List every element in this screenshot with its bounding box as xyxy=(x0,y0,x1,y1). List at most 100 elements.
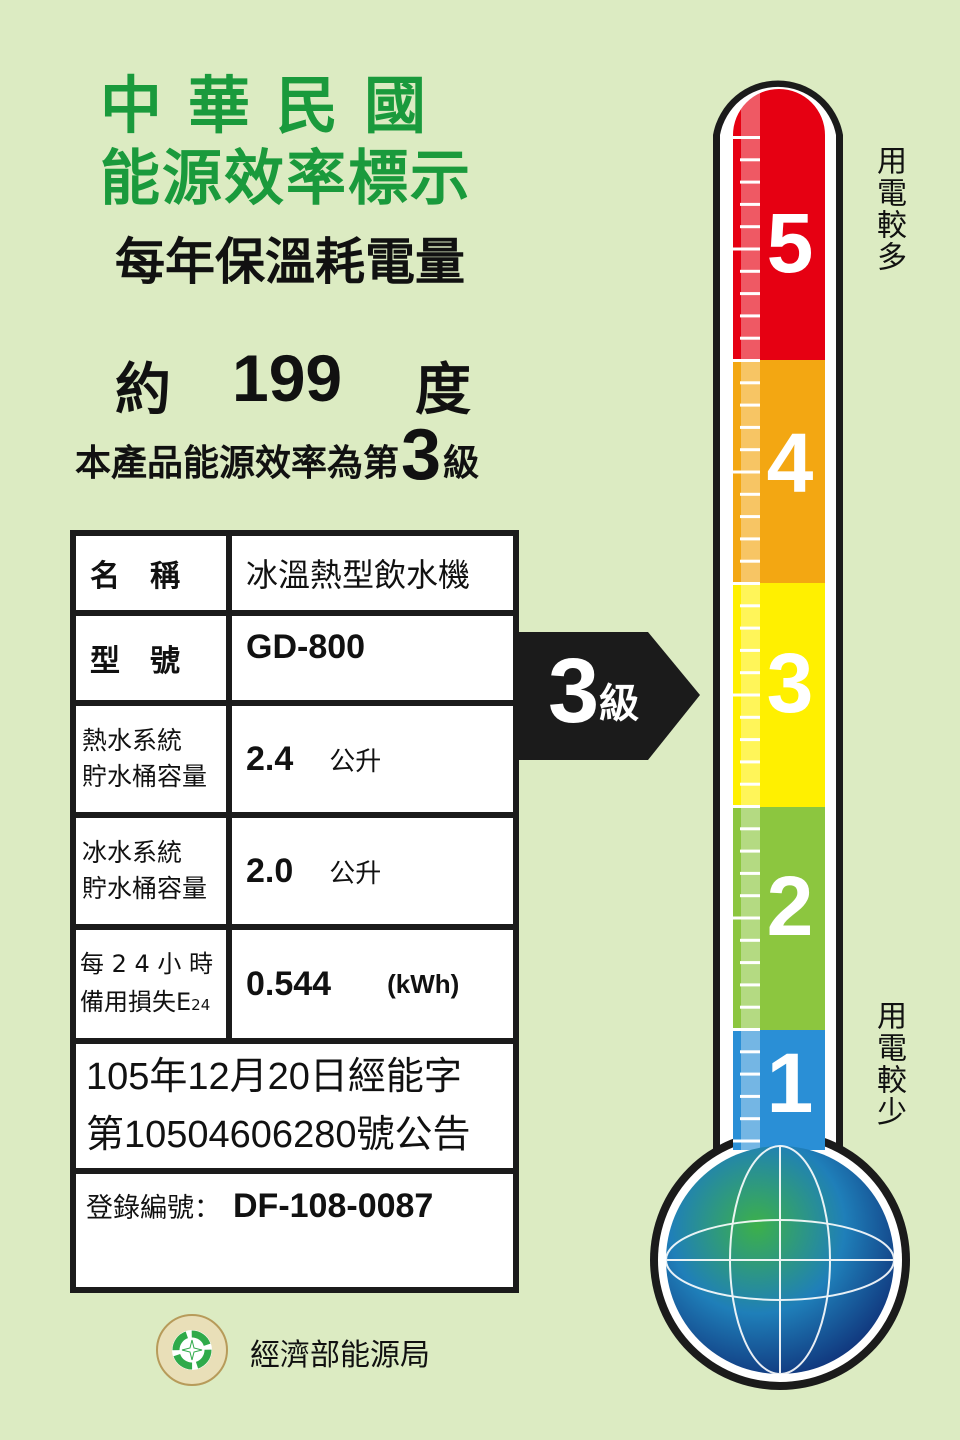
scale-tick xyxy=(733,916,760,920)
scale-tick xyxy=(740,849,760,853)
notice-line-2: 第10504606280號公告 xyxy=(86,1114,471,1156)
model-value: GD-800 xyxy=(246,628,366,666)
scale-tick xyxy=(733,1139,760,1143)
scale-tick xyxy=(740,559,760,563)
model-label: 型號 xyxy=(90,644,210,679)
scale-tick xyxy=(733,136,760,139)
standby-label-2: 備用損失E xyxy=(80,987,192,1016)
scale-tick xyxy=(733,693,760,697)
title-label: 能源效率標示 xyxy=(100,144,472,214)
scale-tick xyxy=(740,292,760,296)
row-cold: 冰水系統貯水桶容量 2.0 公升 xyxy=(76,818,513,924)
reg-value: DF-108-0087 xyxy=(233,1187,434,1225)
consumption-value: 199 xyxy=(232,341,343,415)
scale-tick xyxy=(740,314,760,318)
scale-tick xyxy=(740,537,760,541)
level-3-label: 3 xyxy=(766,636,814,730)
cold-label-1: 冰水系統 xyxy=(82,838,183,867)
arrow-grade-suffix: 級 xyxy=(599,681,640,727)
row-model: 型號 GD-800 xyxy=(76,616,513,700)
scale-tick xyxy=(740,648,760,652)
agency-name: 經濟部能源局 xyxy=(250,1338,430,1373)
scale-tick xyxy=(740,1072,760,1076)
scale-tick xyxy=(740,515,760,519)
scale-tick xyxy=(740,671,760,675)
scale-tick xyxy=(740,961,760,965)
name-value: 冰溫熱型飲水機 xyxy=(246,556,471,594)
reg-label: 登錄編號： xyxy=(86,1193,221,1224)
cold-value: 2.0 xyxy=(246,851,294,890)
scale-tick xyxy=(740,983,760,987)
grade-after: 級 xyxy=(443,443,480,485)
scale-tick xyxy=(740,1005,760,1009)
less-consumption-label: 用電較少 xyxy=(871,1000,906,1128)
standby-unit: (kWh) xyxy=(387,968,460,999)
scale-tick xyxy=(740,269,760,273)
scale-tick xyxy=(733,805,760,808)
standby-label-1: 每 2 4 小 時 xyxy=(80,949,214,978)
scale-tick xyxy=(740,336,760,340)
grade-number: 3 xyxy=(401,415,442,495)
hot-unit: 公升 xyxy=(329,746,382,777)
standby-sub: 24 xyxy=(191,995,211,1014)
grade-before: 本產品能源效率為第 xyxy=(75,443,400,485)
scale-tick xyxy=(733,359,760,362)
row-registration: 登錄編號： DF-108-0087 xyxy=(76,1174,513,1287)
scale-tick xyxy=(733,1028,760,1031)
scale-tick xyxy=(733,582,760,585)
scale-tick xyxy=(740,492,760,496)
scale-tick xyxy=(740,738,760,742)
arrow-grade-number: 3 xyxy=(548,640,600,742)
scale-tick xyxy=(740,1117,760,1121)
hot-label-1: 熱水系統 xyxy=(82,726,183,755)
standby-value: 0.544 xyxy=(246,964,332,1003)
scale-tick xyxy=(740,604,760,608)
scale-tick xyxy=(740,403,760,407)
scale-tick xyxy=(740,894,760,898)
row-hot: 熱水系統貯水桶容量 2.4 公升 xyxy=(76,706,513,812)
level-4-label: 4 xyxy=(766,416,814,510)
level-1-label: 1 xyxy=(766,1036,814,1130)
row-standby: 每 2 4 小 時備用損失E24 0.544 (kWh) xyxy=(76,930,513,1038)
scale-tick xyxy=(740,158,760,162)
level-5-label: 5 xyxy=(766,196,814,290)
scale-tick xyxy=(740,425,760,429)
scale-tick xyxy=(740,381,760,385)
scale-tick xyxy=(740,760,760,764)
consumption-unit: 度 xyxy=(415,358,471,423)
scale-tick xyxy=(740,715,760,719)
more-consumption-label: 用電較多 xyxy=(871,145,906,273)
scale-tick xyxy=(740,938,760,942)
consumption-prefix: 約 xyxy=(115,358,171,423)
hot-value: 2.4 xyxy=(246,739,294,778)
scale-tick xyxy=(740,782,760,786)
title-country: 中華民國 xyxy=(100,69,453,142)
row-notice: 105年12月20日經能字 第10504606280號公告 xyxy=(76,1044,513,1168)
name-label: 名稱 xyxy=(90,559,210,594)
scale-tick xyxy=(740,225,760,229)
hot-label-2: 貯水桶容量 xyxy=(82,762,208,791)
notice-line-1: 105年12月20日經能字 xyxy=(86,1056,462,1098)
cold-unit: 公升 xyxy=(329,858,382,889)
scale-tick xyxy=(740,827,760,831)
grade-arrow xyxy=(518,632,700,760)
subtitle: 每年保溫耗電量 xyxy=(115,233,465,291)
grade-sentence: 本產品能源效率為第 3 級 xyxy=(75,415,480,495)
spec-table: 名稱 冰溫熱型飲水機 型號 GD-800 熱水系統貯水桶容量 2.4 公升 冰水系… xyxy=(70,530,519,1293)
scale-tick xyxy=(740,202,760,206)
scale-tick xyxy=(740,448,760,452)
scale-tick xyxy=(740,1094,760,1098)
scale-tick xyxy=(733,470,760,474)
bureau-logo xyxy=(156,1314,228,1386)
scale-tick xyxy=(740,1050,760,1054)
level-2-label: 2 xyxy=(766,859,814,953)
row-name: 名稱 冰溫熱型飲水機 xyxy=(76,536,513,610)
cold-label-2: 貯水桶容量 xyxy=(82,874,208,903)
scale-tick xyxy=(740,180,760,184)
scale-tick xyxy=(740,626,760,630)
scale-tick xyxy=(740,871,760,875)
scale-tick xyxy=(733,247,760,251)
level-1-segment xyxy=(733,1030,825,1151)
thermometer-scale xyxy=(650,80,910,1390)
